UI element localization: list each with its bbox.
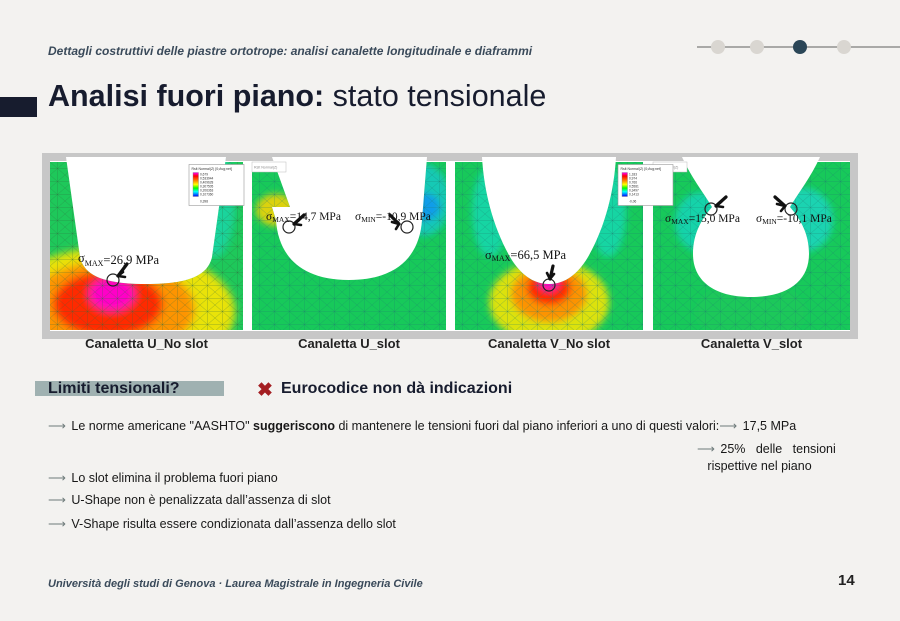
svg-text:Rslt Normal(Z): Rslt Normal(Z) bbox=[254, 166, 277, 170]
svg-text:Rslt Normal(Z) [0;Avg;net]: Rslt Normal(Z) [0;Avg;net] bbox=[192, 167, 232, 171]
svg-text:Rslt Normal(Z) [0;Avg;net]: Rslt Normal(Z) [0;Avg;net] bbox=[621, 167, 661, 171]
svg-text:0,398: 0,398 bbox=[200, 200, 208, 204]
svg-text:0,107360: 0,107360 bbox=[200, 193, 214, 197]
svg-text:0,1413: 0,1413 bbox=[629, 193, 639, 197]
svg-text:-0,06: -0,06 bbox=[629, 200, 636, 204]
